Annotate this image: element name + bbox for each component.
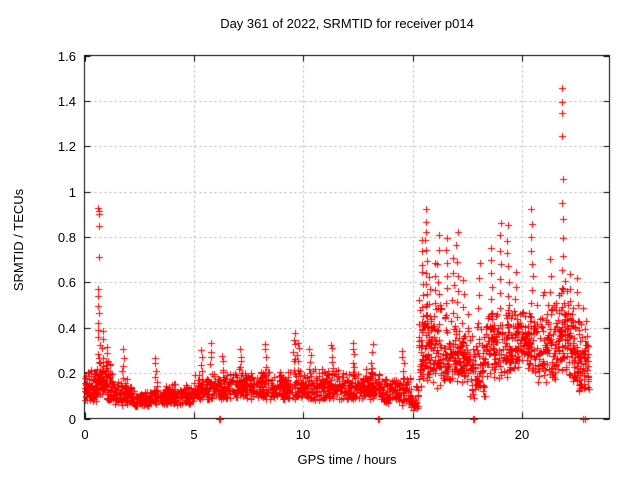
y-tick-label: 1.2 [57, 139, 76, 154]
y-tick-label: 0 [68, 412, 76, 427]
y-tick-label: 0.4 [57, 321, 76, 336]
y-tick-label: 0.6 [57, 275, 76, 290]
y-tick-label: 0.8 [57, 230, 76, 245]
y-tick-label: 1 [68, 185, 76, 200]
x-tick-label: 20 [514, 427, 530, 442]
chart-title: Day 361 of 2022, SRMTID for receiver p01… [220, 16, 474, 31]
x-axis-label: GPS time / hours [297, 452, 397, 467]
x-tick-label: 5 [190, 427, 198, 442]
x-tick-label: 15 [405, 427, 421, 442]
y-tick-label: 1.6 [57, 49, 76, 64]
y-tick-label: 0.2 [57, 366, 76, 381]
x-tick-label: 0 [81, 427, 89, 442]
y-tick-label: 1.4 [57, 94, 76, 109]
x-tick-label: 10 [295, 427, 311, 442]
